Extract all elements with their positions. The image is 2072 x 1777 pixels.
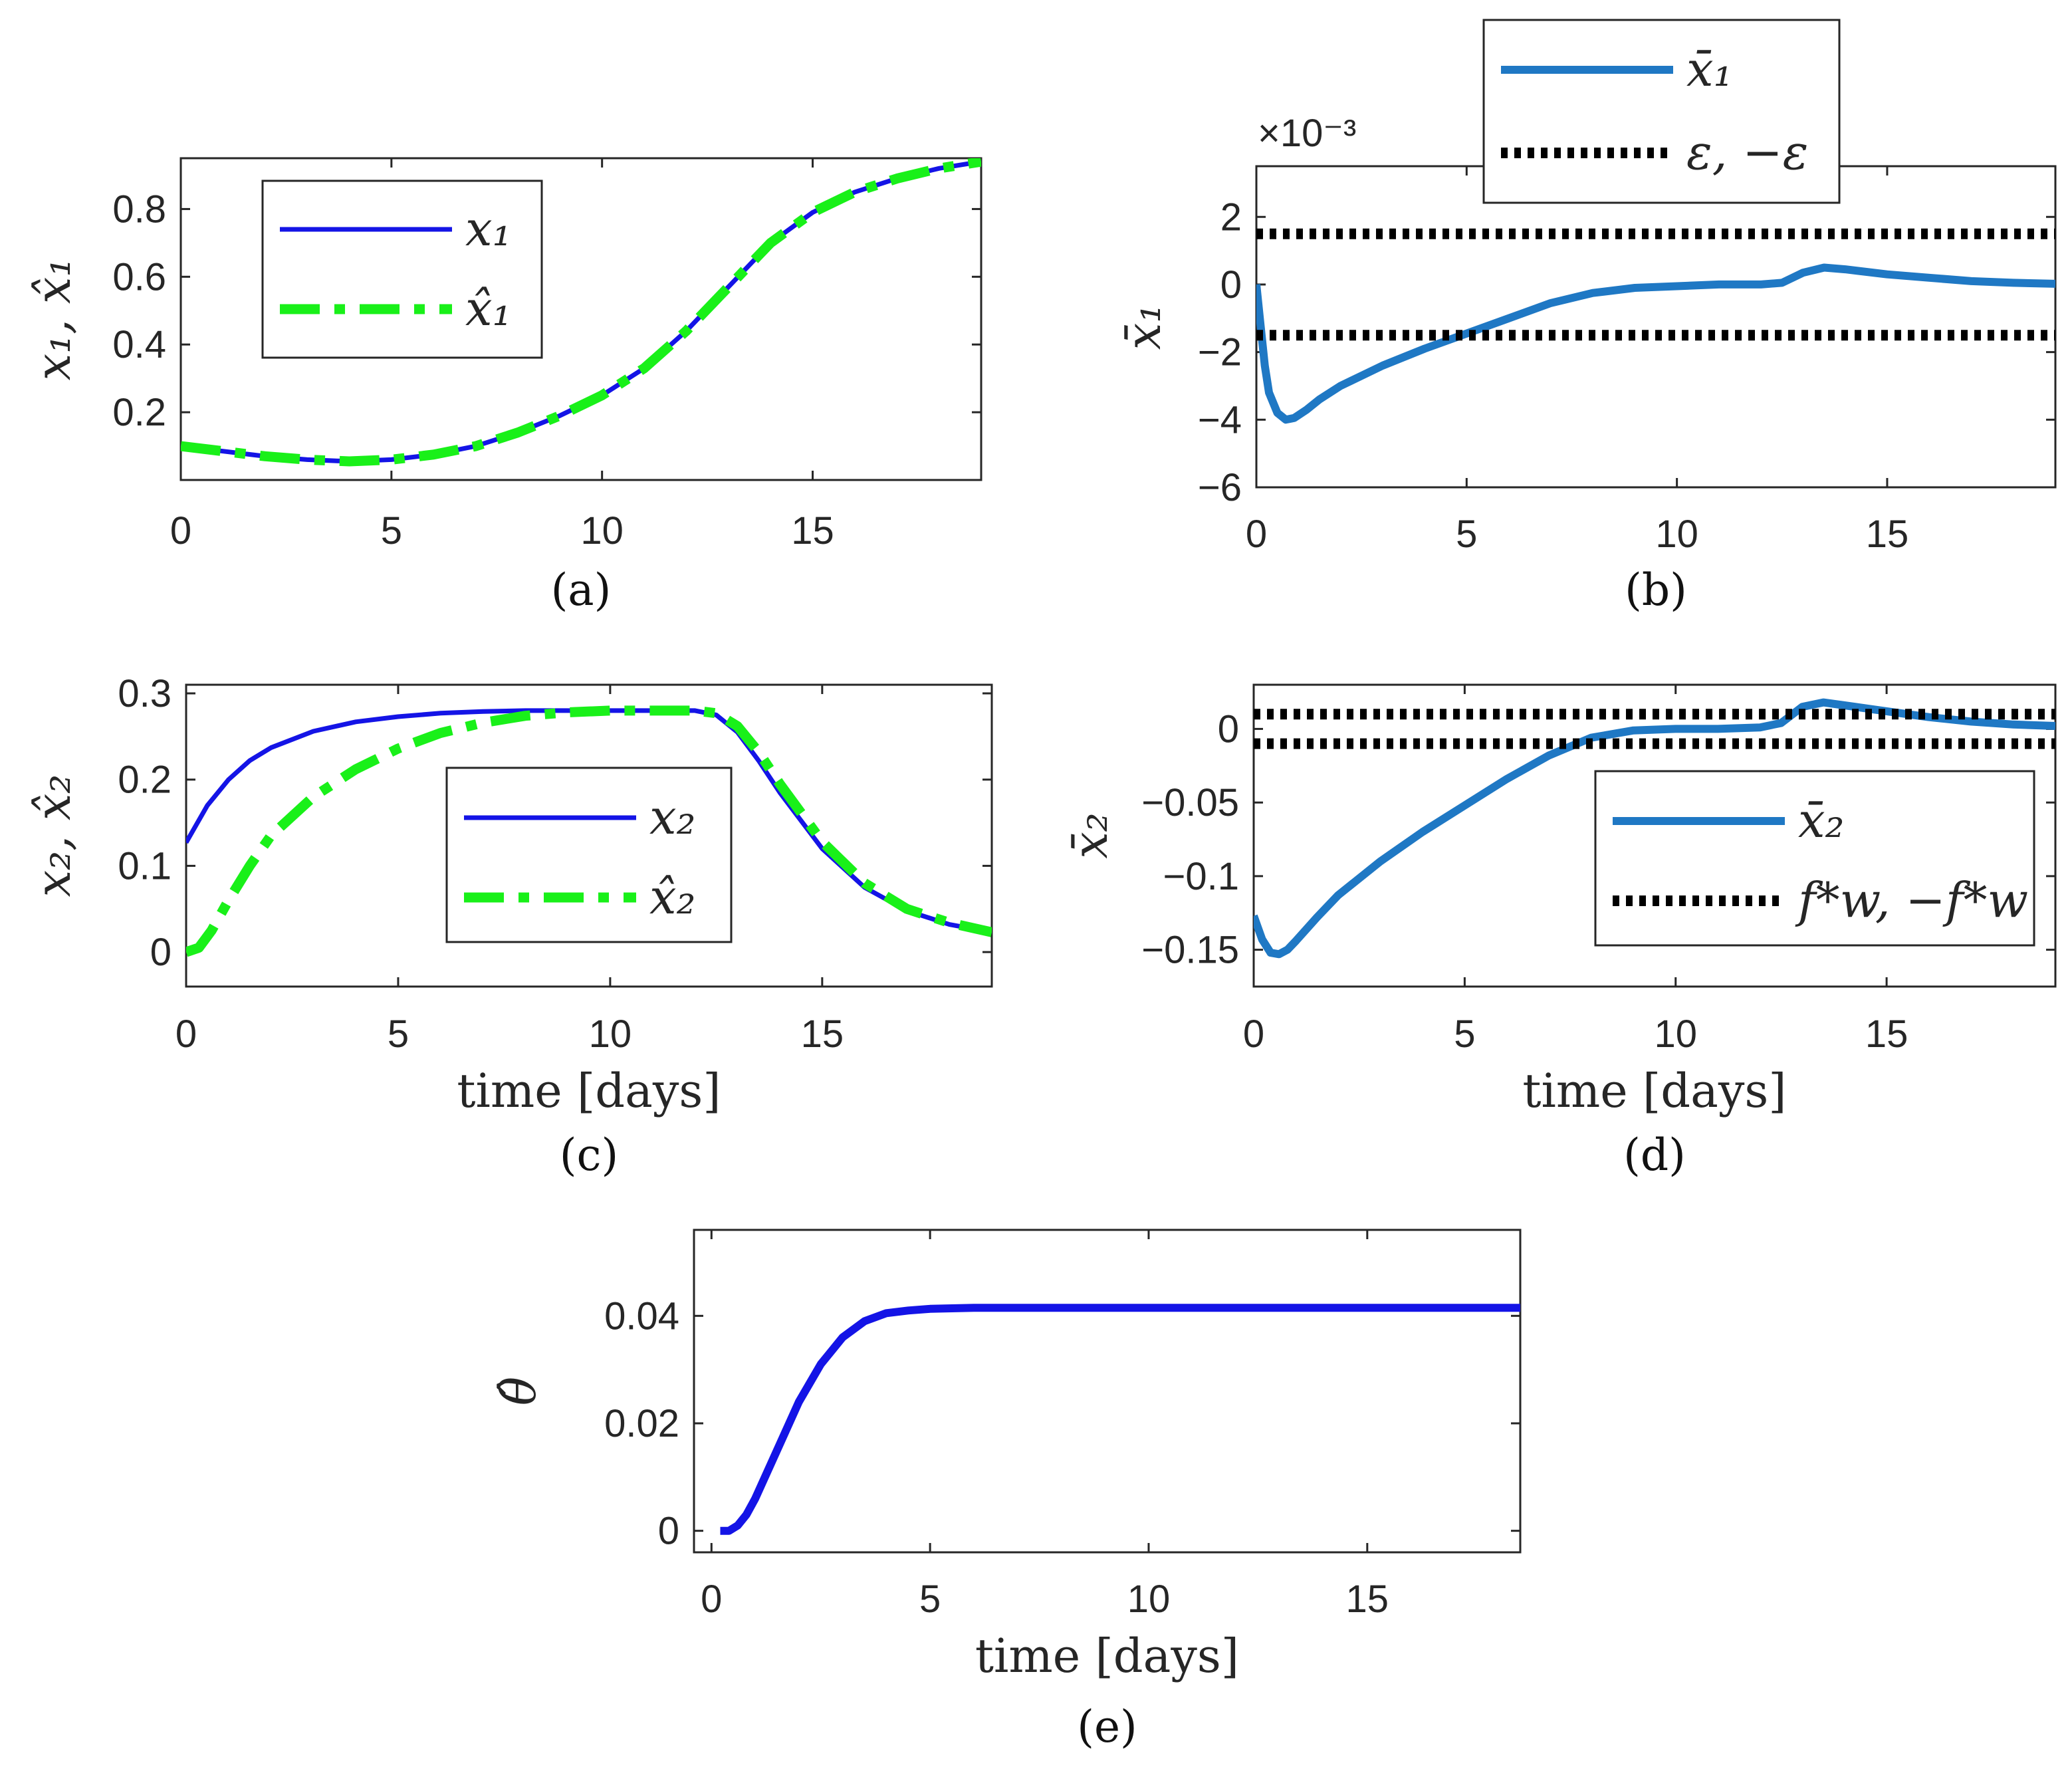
x-tick-label: 0	[701, 1578, 722, 1621]
y-tick-label: 0.02	[604, 1402, 679, 1445]
chart-e: 0 5 10 15 0 0.02 0.04 θ̂ time [days] (e)	[491, 1229, 1522, 1752]
series-line	[186, 705, 992, 957]
y-tick-label: 0.1	[118, 844, 172, 888]
legend-label: f*w, −f*w	[1795, 872, 2028, 928]
x-tick-label: 10	[589, 1012, 632, 1056]
x-tick-label: 10	[1655, 513, 1698, 556]
y-tick-label: 0.6	[112, 255, 166, 298]
legend-b: x̄₁ ε, −ε	[1482, 19, 1841, 204]
y-axis-label: x̄₁	[1115, 304, 1171, 350]
chart-b: 0 5 10 15 −6 −4 −2 0 2 x̄₁ (b) ×10⁻³	[1115, 112, 2057, 616]
y-tick-label: −0.15	[1141, 929, 1239, 972]
panel-caption: (e)	[1077, 1701, 1137, 1752]
y-axis-label: x₂, x̂₂	[25, 774, 81, 897]
y-tick-label: 0	[658, 1510, 679, 1553]
y-tick-label: −4	[1198, 398, 1242, 441]
series-line	[1254, 698, 2055, 959]
series-group	[1254, 698, 2055, 959]
series-group	[720, 1304, 1520, 1535]
legend-label: x₁	[465, 201, 511, 257]
x-tick-label: 15	[1346, 1578, 1389, 1621]
series-line	[1256, 263, 2055, 424]
x-tick-label: 0	[1243, 1012, 1264, 1056]
legend-label: x̄₁	[1686, 41, 1732, 97]
legend-label: x₂	[649, 789, 695, 845]
x-tick-label: 5	[1456, 513, 1477, 556]
y-axis-label: θ̂	[491, 1377, 546, 1405]
plot-frame	[1255, 165, 2057, 489]
legend-label: x̂₁	[465, 281, 511, 336]
legend-c: x₂ x̂₂	[445, 767, 733, 943]
panel-caption: (a)	[551, 564, 612, 616]
x-tick-label: 15	[801, 1012, 844, 1056]
y-tick-label: 0.2	[112, 391, 166, 434]
x-tick-label: 10	[1654, 1012, 1697, 1056]
legend-label: x̄₂	[1798, 792, 1844, 848]
x-tick-label: 15	[1865, 1012, 1908, 1056]
x-axis-label: time [days]	[1522, 1064, 1786, 1118]
legend-box	[261, 179, 543, 359]
x-tick-label: 15	[791, 509, 834, 552]
y-tick-label: −2	[1198, 331, 1242, 374]
series-group	[1256, 228, 2055, 424]
x-tick-label: 5	[1454, 1012, 1475, 1056]
legend-label: ε, −ε	[1686, 124, 1808, 180]
series-group	[181, 158, 981, 467]
series-line	[720, 1304, 1520, 1535]
y-tick-label: 0.3	[118, 672, 172, 715]
panel-caption: (b)	[1625, 564, 1687, 616]
x-tick-label: 5	[381, 509, 402, 552]
y-tick-label: 0.8	[112, 187, 166, 231]
plot-frame	[693, 1229, 1522, 1554]
axis-exponent: ×10⁻³	[1258, 112, 1356, 155]
y-axis-label: x₁, x̂₁	[25, 258, 81, 381]
x-tick-label: 15	[1866, 513, 1909, 556]
x-tick-label: 10	[580, 509, 624, 552]
y-tick-label: 2	[1220, 195, 1242, 239]
x-tick-label: 5	[388, 1012, 409, 1056]
x-tick-label: 5	[919, 1578, 941, 1621]
x-tick-label: 10	[1127, 1578, 1171, 1621]
x-axis-label: time [days]	[975, 1629, 1239, 1683]
y-tick-label: −0.05	[1141, 781, 1239, 824]
y-tick-label: 0	[150, 931, 172, 974]
y-tick-label: −6	[1198, 466, 1242, 509]
panel-caption: (d)	[1623, 1129, 1686, 1181]
legend-box	[445, 767, 733, 943]
legend-box	[1482, 19, 1841, 204]
y-tick-label: 0.04	[604, 1294, 679, 1338]
y-tick-label: 0	[1218, 707, 1239, 751]
x-tick-label: 0	[175, 1012, 197, 1056]
legend-a: x₁ x̂₁	[261, 179, 543, 359]
x-axis-label: time [days]	[457, 1064, 721, 1118]
series-group	[186, 705, 992, 957]
legend-box	[1594, 770, 2035, 947]
x-tick-label: 0	[1246, 513, 1267, 556]
y-tick-label: 0.4	[112, 323, 166, 366]
y-tick-label: 0.2	[118, 759, 172, 802]
y-tick-label: 0	[1220, 263, 1242, 306]
x-tick-label: 0	[170, 509, 191, 552]
panel-caption: (c)	[560, 1129, 618, 1181]
legend-d: x̄₂ f*w, −f*w	[1594, 770, 2035, 947]
y-tick-label: −0.1	[1163, 855, 1240, 898]
y-axis-label: x̄₂	[1062, 812, 1118, 858]
series-line	[181, 158, 981, 467]
legend-label: x̂₂	[649, 869, 695, 925]
